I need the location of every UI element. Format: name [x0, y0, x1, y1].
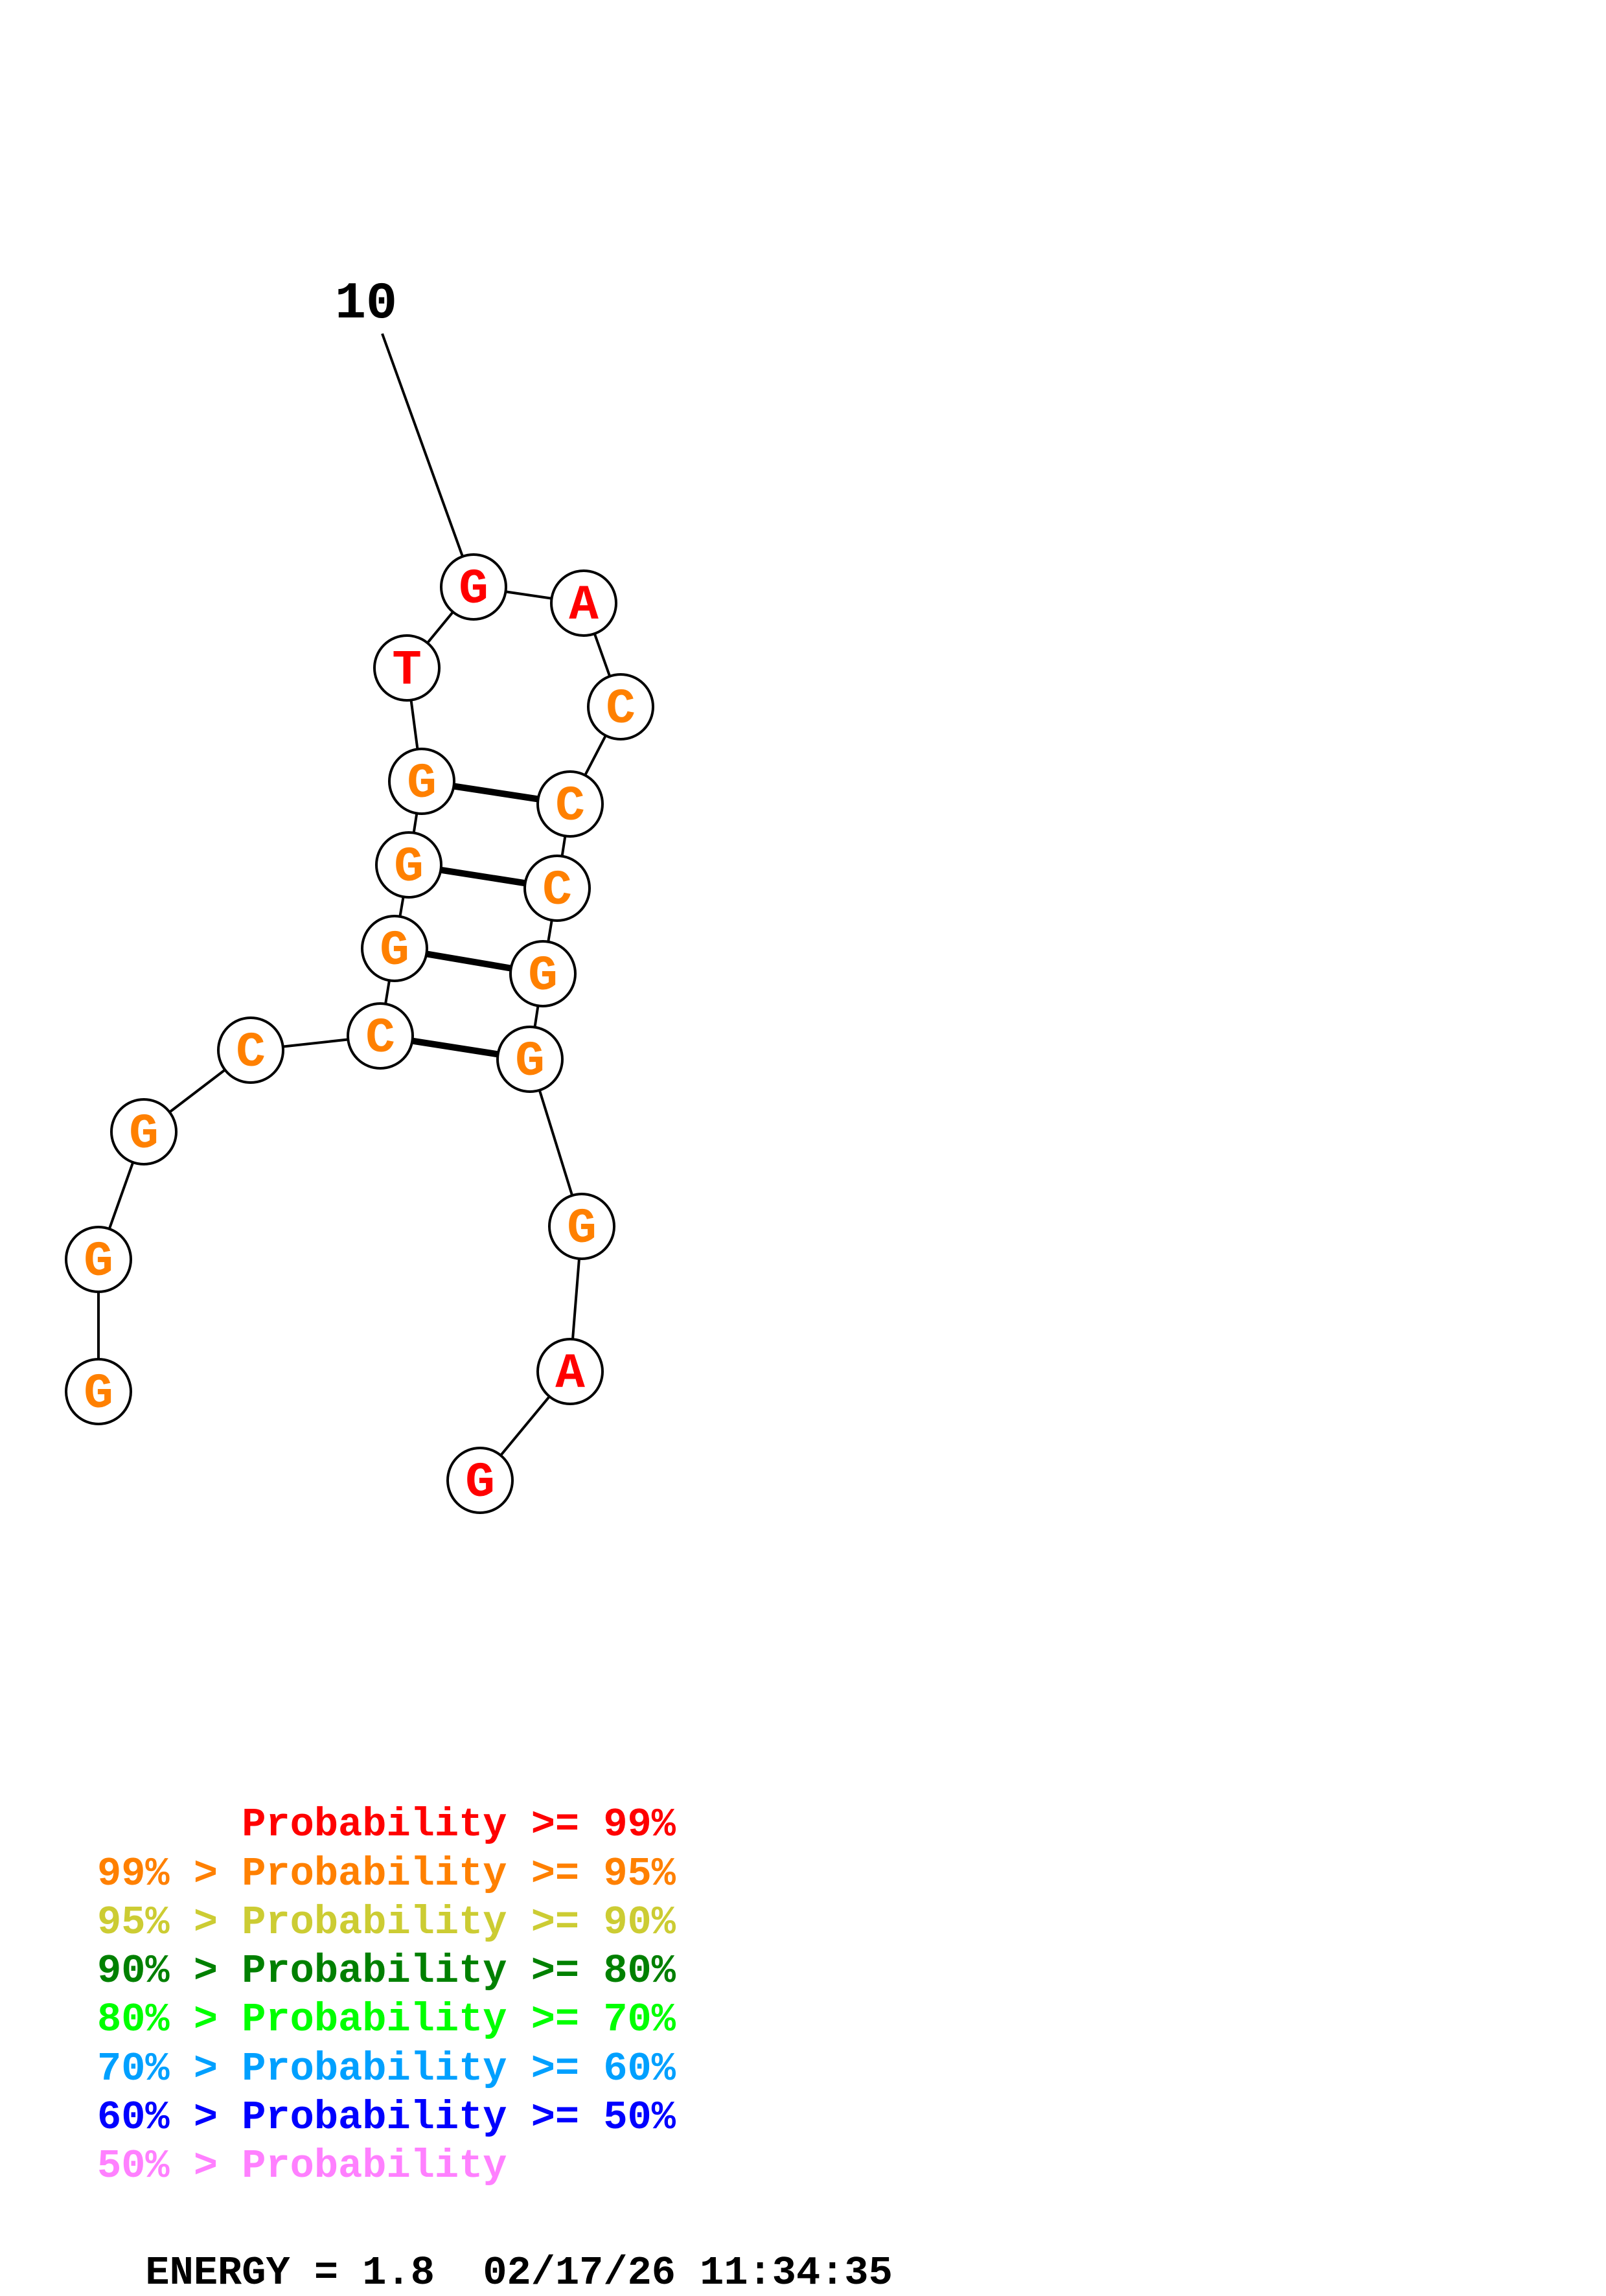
nucleotide-circle	[548, 1193, 615, 1260]
nucleotide-circle	[446, 1447, 514, 1514]
legend-row: 90% > Probability >= 80%	[97, 1948, 676, 1994]
nucleotide-circle	[361, 915, 428, 982]
nucleotide: G	[110, 1098, 178, 1165]
nucleotide-base: G	[84, 1366, 113, 1422]
nucleotide-circle	[388, 748, 455, 815]
position-label-leader	[381, 333, 475, 588]
nucleotide: T	[373, 634, 441, 702]
nucleotide-base: T	[392, 643, 422, 698]
energy-value: ENERGY = 1.8	[145, 2250, 435, 2296]
legend-row: Probability >= 99%	[97, 1802, 676, 1848]
nucleotide: C	[587, 673, 654, 740]
nucleotide-base: C	[555, 779, 585, 834]
legend-row: 99% > Probability >= 95%	[97, 1851, 676, 1897]
legend-row: 50% > Probability	[97, 2143, 507, 2189]
nucleotide-base: C	[542, 863, 572, 919]
timestamp: 02/17/26 11:34:35	[483, 2250, 893, 2296]
nucleotide-base: G	[515, 1034, 545, 1090]
nucleotide-circle	[536, 1338, 604, 1405]
nucleotide: C	[217, 1016, 284, 1084]
nucleotide-circle	[509, 940, 577, 1007]
nucleotide-circle	[375, 831, 442, 899]
nucleotide-base: G	[394, 840, 424, 895]
nucleotide-base: C	[236, 1025, 266, 1081]
nucleotide: G	[65, 1226, 132, 1293]
nucleotide: G	[446, 1447, 514, 1514]
nucleotide-circle	[347, 1002, 414, 1070]
nucleotide-circle	[536, 770, 604, 838]
nucleotide: C	[536, 770, 604, 838]
nucleotide: G	[65, 1358, 132, 1425]
nucleotide: G	[361, 915, 428, 982]
nucleotide-circle	[440, 553, 507, 621]
nucleotide-circle	[65, 1358, 132, 1425]
nucleotide: G	[548, 1193, 615, 1260]
nucleotide-base: G	[465, 1455, 495, 1511]
nucleotide-base: G	[567, 1201, 597, 1257]
nucleotide: G	[375, 831, 442, 899]
nucleotide-circle	[550, 569, 617, 637]
nucleotide: A	[536, 1338, 604, 1405]
legend-row: 60% > Probability >= 50%	[97, 2095, 676, 2141]
nucleotide-circle	[110, 1098, 178, 1165]
nucleotide-circle	[373, 634, 441, 702]
legend-row: 80% > Probability >= 70%	[97, 1997, 676, 2043]
nucleotide: G	[496, 1026, 564, 1093]
nucleotide-base: A	[569, 578, 599, 634]
nucleotide: G	[440, 553, 507, 621]
nucleotide-base: G	[129, 1107, 159, 1162]
nucleotide-base: G	[459, 562, 488, 617]
nucleotide-circle	[523, 855, 591, 922]
position-label: 10	[335, 275, 397, 334]
nucleotide: A	[550, 569, 617, 637]
nucleotide-base: G	[84, 1234, 113, 1290]
nucleotide-circle	[65, 1226, 132, 1293]
nucleotide-circle	[587, 673, 654, 740]
nucleotide-circle	[496, 1026, 564, 1093]
nucleotide: C	[347, 1002, 414, 1070]
nucleotide: G	[388, 748, 455, 815]
nucleotide-base: A	[555, 1346, 585, 1402]
nucleotide: G	[509, 940, 577, 1007]
nucleotide-base: G	[528, 948, 558, 1004]
nucleotide-base: G	[380, 923, 409, 979]
nucleotide-base: G	[407, 756, 437, 812]
nucleotide: C	[523, 855, 591, 922]
nucleotide-circle	[217, 1016, 284, 1084]
legend-row: 70% > Probability >= 60%	[97, 2046, 676, 2092]
legend-row: 95% > Probability >= 90%	[97, 1900, 676, 1946]
nucleotide-base: C	[365, 1011, 395, 1066]
energy-footer: ENERGY = 1.8 02/17/26 11:34:35	[97, 2213, 893, 2296]
nucleotide-base: C	[606, 682, 636, 737]
